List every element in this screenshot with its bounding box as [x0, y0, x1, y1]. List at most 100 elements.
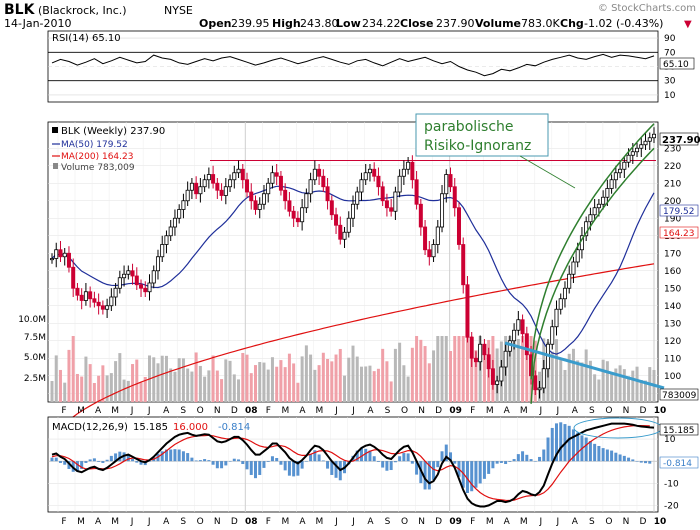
volume-bar	[508, 336, 512, 402]
price-bar-body	[100, 305, 105, 310]
price-bar-body	[626, 154, 631, 163]
price-bar-body	[478, 343, 483, 363]
legend-ma200: MA(200) 164.23	[61, 152, 133, 162]
price-bar-body	[465, 284, 470, 338]
macd-histogram-bar	[54, 457, 58, 462]
price-bar-body	[643, 140, 648, 146]
annotation-pointer	[519, 155, 576, 189]
volume-bar	[402, 365, 406, 402]
price-bar-body	[79, 294, 84, 301]
x-axis-label: J	[130, 517, 134, 527]
macd-histogram-bar	[504, 461, 508, 465]
price-bar-body	[550, 326, 555, 345]
x-axis-label: S	[589, 406, 595, 416]
macd-histogram-bar	[415, 461, 419, 475]
x-axis-label: A	[163, 406, 170, 416]
volume-bar	[368, 365, 372, 402]
x-axis-label: N	[214, 406, 221, 416]
price-bar-body	[219, 189, 224, 196]
macd-histogram-bar	[131, 459, 135, 462]
macd-histogram-bar	[389, 461, 393, 471]
volume-bar	[279, 360, 283, 402]
volume-bar	[164, 355, 168, 402]
ma50-value-box	[659, 204, 699, 217]
macd-histogram-bar	[614, 452, 618, 462]
price-bar-body	[482, 343, 487, 356]
rsi-tick-label: 90	[664, 34, 676, 44]
macd-histogram-bar	[410, 461, 414, 464]
x-axis-label: J	[147, 517, 151, 527]
macd-histogram-bar	[266, 461, 270, 462]
volume-bar	[198, 365, 202, 402]
price-bar-body	[495, 380, 500, 385]
volume-bar	[266, 369, 270, 402]
price-bar-body	[558, 298, 563, 310]
macd-histogram-bar	[436, 461, 440, 468]
x-axis-label: A	[95, 517, 102, 527]
volume-value-label: 783009	[662, 391, 697, 401]
x-axis-label: J	[351, 406, 355, 416]
x-axis-label: O	[605, 517, 612, 527]
macd-ticks: 100-10-20	[664, 435, 679, 511]
price-bar-body	[647, 137, 652, 142]
price-bar-body	[554, 308, 559, 328]
volume-ticks: 10.0M 7.5M 5.0M 2.5M	[18, 315, 46, 384]
price-bar-body	[122, 273, 127, 279]
price-bar-body	[291, 210, 296, 219]
macd-histogram-bar	[554, 423, 558, 462]
rsi-tick-label: 70	[664, 48, 676, 58]
price-tick-label: 120	[664, 337, 681, 347]
header-volume-value: 783.0K	[521, 17, 560, 30]
volume-bar	[270, 357, 274, 402]
x-axis-label: M	[316, 406, 324, 416]
x-axis-label: O	[605, 406, 612, 416]
macd-histogram-bar	[538, 456, 542, 462]
price-bar-body	[160, 244, 165, 258]
price-bar-body	[372, 168, 377, 177]
volume-bar	[614, 368, 618, 402]
volume-bar	[126, 380, 130, 402]
price-bar-body	[346, 217, 351, 233]
volume-bar	[92, 382, 96, 402]
volume-bar	[571, 348, 575, 402]
macd-histogram-bar	[249, 461, 253, 475]
x-axis-label: 10	[654, 406, 667, 416]
price-bar-body	[630, 151, 635, 156]
macd-histogram-bar	[97, 461, 101, 462]
macd-line	[51, 422, 655, 508]
price-candles	[50, 127, 657, 399]
volume-bar	[449, 351, 453, 402]
volume-bar	[440, 336, 444, 402]
price-bar-body	[389, 207, 394, 212]
x-axis-label: A	[367, 406, 374, 416]
macd-histogram-bar	[321, 460, 325, 462]
price-bar-body	[384, 200, 389, 209]
x-axis-label: 09	[449, 406, 462, 416]
macd-histogram-bar	[309, 454, 313, 462]
x-axis-label: M	[486, 517, 494, 527]
legend-volume: Volume 783,009	[61, 163, 135, 173]
price-bar-body	[355, 191, 360, 205]
last-price-label: 237.90	[662, 135, 700, 146]
macd-histogram-bar	[402, 453, 406, 462]
macd-histogram-bar	[622, 455, 626, 462]
x-axis-label: S	[385, 517, 391, 527]
x-axis-label: N	[418, 517, 425, 527]
price-bar-body	[300, 207, 305, 223]
price-bar-body	[537, 387, 542, 391]
price-bar-body	[172, 217, 177, 228]
macd-histogram-bar	[114, 453, 118, 462]
price-bar-body	[295, 217, 300, 223]
macd-histogram-bar	[224, 461, 228, 466]
volume-bar	[376, 368, 380, 402]
price-bar-body	[54, 249, 59, 259]
x-axis-label: D	[435, 517, 442, 527]
x-axis-label: D	[640, 517, 647, 527]
x-axis-label: A	[299, 406, 306, 416]
macd-histogram-bar	[296, 461, 300, 476]
price-bar-body	[155, 256, 160, 272]
volume-bar	[139, 382, 143, 402]
volume-bar	[118, 353, 122, 402]
rsi-grid	[48, 37, 658, 96]
